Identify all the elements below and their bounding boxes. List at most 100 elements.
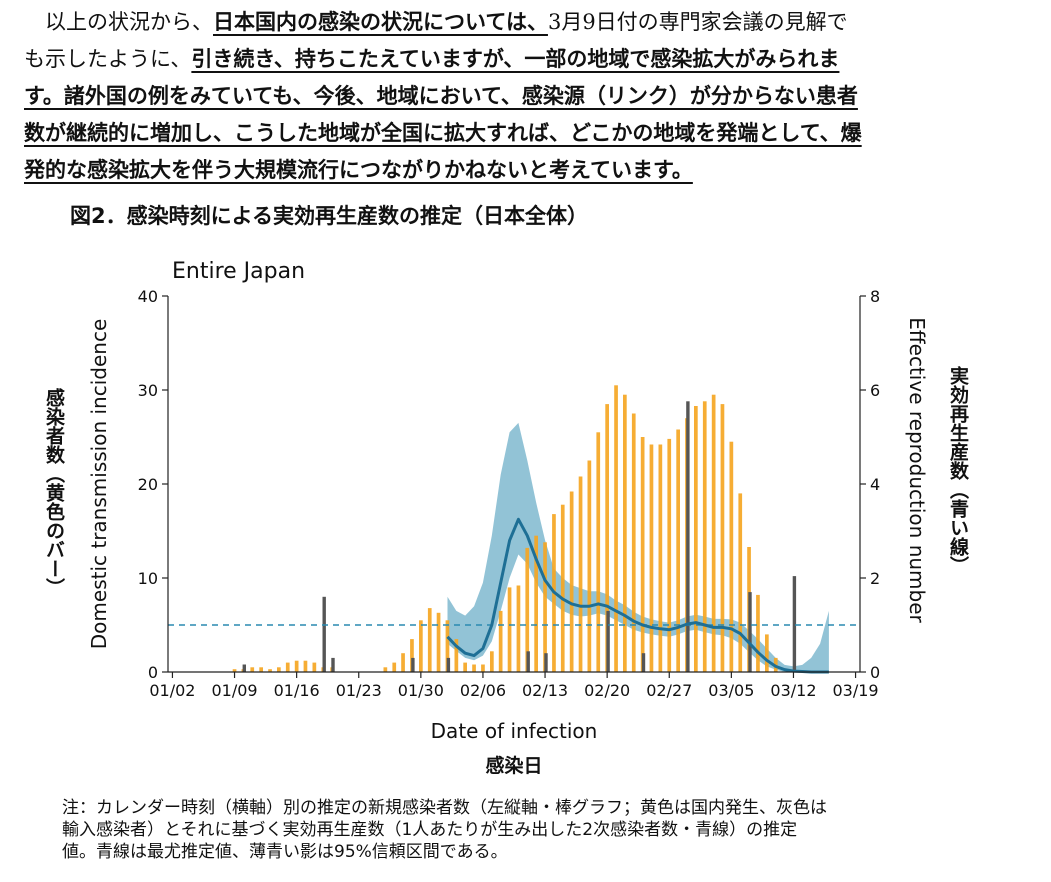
right-tick-label: 0	[870, 663, 880, 682]
domestic-bar	[259, 667, 263, 672]
domestic-bar	[658, 444, 663, 672]
domestic-bar	[401, 653, 405, 672]
domestic-bar	[427, 608, 432, 672]
x-tick-label: 03/12	[770, 681, 816, 700]
domestic-bar	[463, 662, 467, 672]
imported-bar	[606, 610, 610, 672]
domestic-bar	[720, 404, 725, 672]
domestic-bar	[534, 535, 538, 672]
domestic-bar	[250, 667, 255, 672]
emphasized-text: 数が継続的に増加し、こうした地域が全国に拡大すれば、どこかの地域を発端として、爆	[24, 121, 862, 145]
domestic-bar	[578, 476, 583, 672]
x-tick-label: 01/09	[211, 681, 257, 700]
domestic-bar	[268, 669, 272, 672]
domestic-bar	[649, 444, 654, 672]
left-tick-label: 30	[138, 381, 158, 400]
domestic-bar	[436, 612, 441, 672]
x-tick-label: 02/27	[646, 681, 692, 700]
paragraph-line: す。諸外国の例をみていても、今後、地域において、感染源（リンク）が分からない患者	[24, 78, 1024, 115]
figure-note: 注：カレンダー時刻（横軸）別の推定の新規感染者数（左縦軸・棒グラフ；黄色は国内発…	[62, 797, 1022, 863]
domestic-bar	[410, 639, 414, 672]
x-tick-label: 01/02	[149, 681, 195, 700]
x-axis-label-ja: 感染日	[485, 754, 542, 777]
domestic-bar	[392, 662, 397, 672]
domestic-bar	[729, 441, 734, 672]
domestic-bar	[587, 460, 592, 672]
domestic-bar	[676, 429, 680, 672]
reproduction-number-line	[446, 517, 829, 674]
domestic-bar	[303, 660, 308, 672]
imported-bar	[411, 657, 415, 672]
paragraph-text: 以上の状況から、	[24, 10, 213, 34]
left-tick-label: 0	[148, 663, 158, 682]
domestic-bar	[596, 432, 601, 672]
emphasized-text: 発的な感染拡大を伴う大規模流行につながりかねないと考えています。	[24, 158, 693, 182]
domestic-bar	[481, 664, 485, 672]
emphasized-text: す。諸外国の例をみていても、今後、地域において、感染源（リンク）が分からない患者	[24, 84, 858, 108]
confidence-band	[447, 422, 829, 672]
domestic-bar	[507, 587, 512, 672]
left-tick-label: 20	[138, 475, 158, 494]
domestic-bar	[756, 594, 760, 672]
domestic-bar	[472, 664, 476, 672]
right-tick-label: 6	[870, 381, 880, 400]
domestic-bar	[631, 413, 636, 672]
intro-paragraph: 以上の状況から、日本国内の感染の状況については、3月9日付の専門家会議の見解でも…	[24, 4, 1024, 189]
paragraph-text: 3月9日付の専門家会議の見解で	[547, 10, 848, 34]
domestic-bar	[702, 401, 707, 672]
paragraph-line: も示したように、引き続き、持ちこたえていますが、一部の地域で感染拡大がみられま	[24, 41, 1024, 78]
imported-bar	[322, 596, 326, 672]
domestic-bar	[285, 662, 290, 672]
left-axis-label-ja: 感染者数（黄色のバー）	[43, 387, 65, 597]
right-tick-label: 2	[870, 569, 880, 588]
domestic-bar	[569, 491, 574, 672]
domestic-bar	[711, 394, 716, 672]
x-tick-label: 01/23	[336, 681, 382, 700]
figure-title: 図2．感染時刻による実効再生産数の推定（日本全体）	[70, 204, 588, 228]
right-axis-label-ja: 実効再生産数（青い線）	[947, 365, 969, 575]
domestic-bar	[490, 651, 494, 672]
x-tick-label: 01/16	[274, 681, 320, 700]
left-tick-label: 40	[138, 287, 158, 306]
domestic-bar	[445, 620, 450, 672]
imported-bar	[526, 651, 530, 672]
note-line-3: 値。青線は最尤推定値、薄青い影は95%信頼区間である。	[62, 842, 508, 862]
imported-bar	[446, 657, 451, 672]
domestic-bar	[765, 634, 769, 672]
x-tick-label: 02/06	[460, 681, 506, 700]
imported-bar	[641, 653, 646, 672]
domestic-bar	[232, 669, 237, 672]
reproduction-number-chart: 0 10 20 30 40 0 2 4 6 8 01/02 01/09 01/16 01/23 01/30 0…	[43, 259, 969, 777]
domestic-bar	[277, 667, 281, 672]
domestic-bar	[525, 547, 530, 672]
domestic-bar	[640, 437, 645, 672]
domestic-bar	[419, 620, 423, 672]
domestic-bar	[383, 667, 388, 672]
x-axis-label: Date of infection	[431, 719, 598, 743]
imported-bar	[792, 576, 797, 672]
x-tick-label: 01/30	[398, 681, 444, 700]
domestic-bar	[738, 493, 743, 672]
chart-title: Entire Japan	[172, 259, 305, 284]
note-line-1: 注：カレンダー時刻（横軸）別の推定の新規感染者数（左縦軸・棒グラフ；黄色は国内発…	[62, 798, 827, 818]
domestic-bar	[454, 639, 459, 672]
domestic-bar	[605, 404, 609, 672]
imported-bar	[544, 653, 548, 672]
emphasized-text: 日本国内の感染の状況については、	[213, 10, 548, 34]
domestic-bar	[694, 406, 698, 672]
right-axis-label: Effective reproduction number	[905, 317, 929, 623]
domestic-bar	[667, 438, 672, 672]
right-tick-label: 4	[870, 475, 880, 494]
note-line-2: 輸入感染者）とそれに基づく実効再生産数（1人あたりが生み出した2次感染者数・青線…	[62, 820, 798, 840]
emphasized-text: 引き続き、持ちこたえていますが、一部の地域で感染拡大がみられま	[191, 47, 840, 71]
domestic-bar	[516, 585, 521, 672]
domestic-bar	[623, 394, 627, 672]
domestic-bar	[312, 662, 317, 672]
x-tick-label: 02/13	[522, 681, 568, 700]
imported-bar	[748, 592, 752, 672]
domestic-bar	[498, 610, 503, 672]
domestic-bar	[560, 504, 565, 672]
paragraph-text: も示したように、	[24, 47, 192, 71]
paragraph-line: 数が継続的に増加し、こうした地域が全国に拡大すれば、どこかの地域を発端として、爆	[24, 115, 1024, 152]
domestic-bar	[614, 385, 618, 672]
